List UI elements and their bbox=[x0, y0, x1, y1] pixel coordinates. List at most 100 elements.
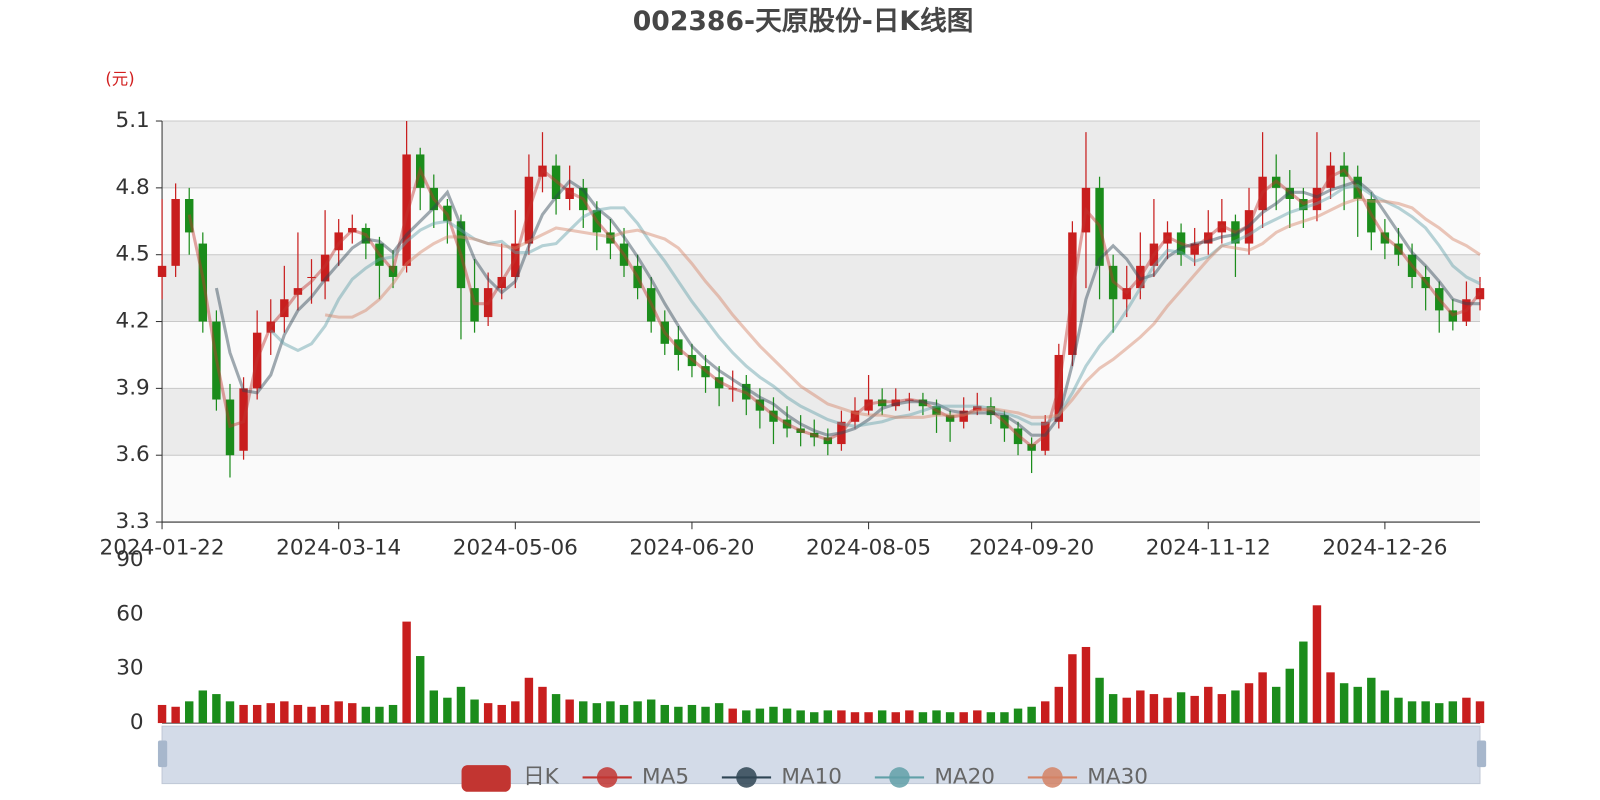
volume-bar bbox=[538, 686, 547, 724]
legend-label[interactable]: MA20 bbox=[934, 764, 995, 789]
candle-body bbox=[633, 265, 642, 289]
candle-body bbox=[1081, 187, 1091, 233]
legend-item[interactable]: 日K bbox=[461, 764, 560, 792]
candle-body bbox=[307, 276, 316, 279]
y-tick-label: 3.9 bbox=[116, 375, 150, 400]
legend-dot[interactable] bbox=[889, 767, 910, 788]
volume-bar bbox=[1244, 683, 1254, 724]
candle-body bbox=[864, 399, 873, 411]
slider-handle[interactable] bbox=[1476, 740, 1487, 768]
candle-body bbox=[1176, 232, 1186, 255]
candle-body bbox=[320, 254, 330, 282]
volume-bar bbox=[823, 710, 833, 724]
volume-bar bbox=[361, 706, 371, 724]
volume-bar bbox=[266, 703, 275, 724]
volume-bar bbox=[1041, 701, 1050, 724]
legend-item[interactable]: MA30 bbox=[1027, 764, 1148, 789]
candle-body bbox=[1027, 444, 1036, 451]
candle-body bbox=[280, 299, 289, 318]
candle-body bbox=[932, 406, 941, 416]
candle-body bbox=[1108, 265, 1118, 300]
volume-bar bbox=[1271, 686, 1281, 724]
legend-dot[interactable] bbox=[736, 767, 757, 788]
volume-bar bbox=[646, 699, 656, 724]
candle-body bbox=[579, 187, 588, 211]
candle-body bbox=[497, 276, 506, 289]
volume-bar bbox=[891, 712, 900, 724]
candle-body bbox=[483, 288, 493, 318]
candle-body bbox=[1068, 232, 1077, 355]
candle-body bbox=[1000, 415, 1009, 429]
x-tick-label: 2024-08-05 bbox=[806, 536, 931, 561]
ma-line bbox=[269, 184, 1481, 428]
legend-swatch[interactable] bbox=[461, 765, 511, 792]
volume-bar bbox=[443, 697, 452, 724]
ma-line bbox=[324, 197, 1481, 419]
volume-bar bbox=[524, 677, 534, 724]
volume-bar bbox=[1081, 646, 1091, 724]
legend-label[interactable]: MA5 bbox=[642, 764, 689, 789]
volume-bar bbox=[606, 701, 615, 724]
legend-dot[interactable] bbox=[1042, 767, 1063, 788]
volume-bar bbox=[483, 703, 493, 724]
x-tick-label: 2024-09-20 bbox=[969, 536, 1094, 561]
volume-bar bbox=[293, 704, 303, 724]
candle-body bbox=[810, 432, 819, 438]
volume-bar bbox=[198, 690, 208, 724]
legend-label[interactable]: MA30 bbox=[1087, 764, 1148, 789]
volume-bar bbox=[1394, 697, 1403, 724]
volume-bar bbox=[1475, 701, 1485, 724]
volume-bar bbox=[1421, 701, 1430, 724]
candle-body bbox=[1190, 243, 1199, 255]
volume-bar bbox=[171, 706, 180, 724]
candle-body bbox=[592, 210, 602, 233]
volume-bar bbox=[1339, 683, 1349, 724]
legend-dot[interactable] bbox=[596, 767, 618, 788]
candle-body bbox=[782, 419, 792, 429]
candle-body bbox=[456, 221, 466, 289]
legend-item[interactable]: MA20 bbox=[874, 764, 995, 789]
slider-window[interactable] bbox=[161, 725, 1481, 785]
candle-body bbox=[1299, 199, 1308, 211]
volume-bar bbox=[1122, 697, 1131, 724]
candle-body bbox=[1353, 176, 1362, 200]
legend-item[interactable]: MA5 bbox=[582, 764, 689, 789]
candle-body bbox=[619, 243, 629, 266]
y-tick-label: 3.3 bbox=[116, 509, 150, 534]
candle-body bbox=[348, 227, 357, 233]
legend-label[interactable]: 日K bbox=[523, 764, 560, 789]
candle-body bbox=[973, 406, 982, 411]
legend-label[interactable]: MA10 bbox=[781, 764, 842, 789]
candle-body bbox=[266, 321, 275, 333]
volume-bar bbox=[579, 701, 588, 724]
candle-body bbox=[742, 383, 751, 400]
candle-body bbox=[198, 243, 208, 322]
y-tick-label: 3.6 bbox=[116, 442, 150, 467]
candle-body bbox=[1462, 299, 1471, 322]
legend-item[interactable]: MA10 bbox=[721, 764, 842, 789]
grid-band bbox=[162, 388, 1481, 456]
x-tick-label: 2024-12-26 bbox=[1322, 536, 1447, 561]
volume-bar bbox=[320, 704, 330, 724]
candle-body bbox=[850, 410, 860, 422]
candle-body bbox=[837, 421, 846, 445]
candle-body bbox=[823, 437, 833, 445]
candle-body bbox=[1435, 288, 1444, 311]
candle-body bbox=[1013, 428, 1023, 445]
candle-body bbox=[1054, 354, 1064, 422]
candle-body bbox=[891, 399, 900, 407]
x-tick-label: 2024-01-22 bbox=[100, 536, 225, 561]
slider-handle[interactable] bbox=[157, 740, 168, 768]
volume-bar bbox=[837, 710, 846, 724]
candle-body bbox=[470, 288, 479, 322]
x-tick-label: 2024-11-12 bbox=[1146, 536, 1271, 561]
volume-bar bbox=[1448, 701, 1458, 724]
volume-bar bbox=[905, 710, 914, 724]
candle-body bbox=[511, 243, 520, 277]
candle-body bbox=[660, 321, 669, 344]
volume-bar bbox=[212, 694, 221, 724]
zoom-slider[interactable] bbox=[157, 725, 1487, 785]
candle-body bbox=[1149, 243, 1159, 266]
volume-tick-label: 60 bbox=[116, 601, 143, 626]
